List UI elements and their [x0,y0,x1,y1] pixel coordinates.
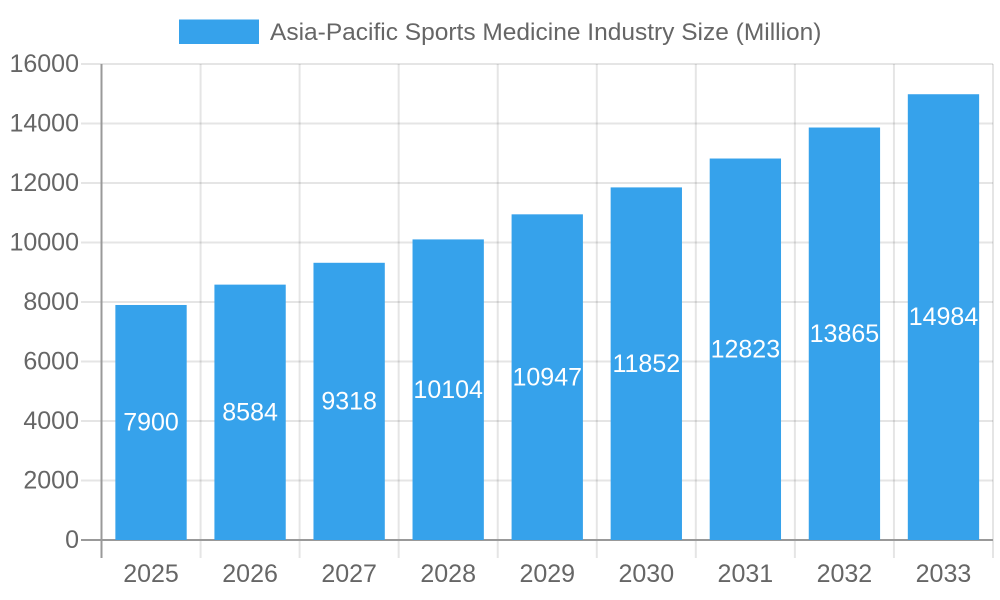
svg-text:10947: 10947 [512,363,582,391]
svg-text:2031: 2031 [718,560,774,588]
svg-text:7900: 7900 [123,409,179,437]
svg-text:10000: 10000 [9,229,79,257]
svg-text:0: 0 [65,526,79,554]
svg-text:6000: 6000 [23,348,79,376]
svg-text:14984: 14984 [909,303,979,331]
svg-text:8584: 8584 [222,398,278,426]
svg-text:Asia-Pacific Sports Medicine I: Asia-Pacific Sports Medicine Industry Si… [270,19,821,46]
svg-text:2025: 2025 [123,560,179,588]
svg-text:2000: 2000 [23,467,79,495]
svg-text:11852: 11852 [612,350,680,378]
svg-text:4000: 4000 [23,407,79,435]
svg-text:2026: 2026 [222,560,278,588]
svg-text:2029: 2029 [519,560,575,588]
svg-text:2032: 2032 [817,560,873,588]
svg-text:13865: 13865 [810,320,880,348]
svg-text:16000: 16000 [9,50,79,78]
svg-text:2027: 2027 [321,560,377,588]
svg-text:2033: 2033 [916,560,972,588]
svg-text:12000: 12000 [9,169,79,197]
svg-text:12823: 12823 [711,335,781,363]
svg-text:8000: 8000 [23,288,79,316]
svg-text:2028: 2028 [420,560,476,588]
svg-text:2030: 2030 [618,560,674,588]
svg-text:9318: 9318 [321,387,377,415]
svg-text:14000: 14000 [9,110,79,138]
svg-text:10104: 10104 [413,376,483,404]
